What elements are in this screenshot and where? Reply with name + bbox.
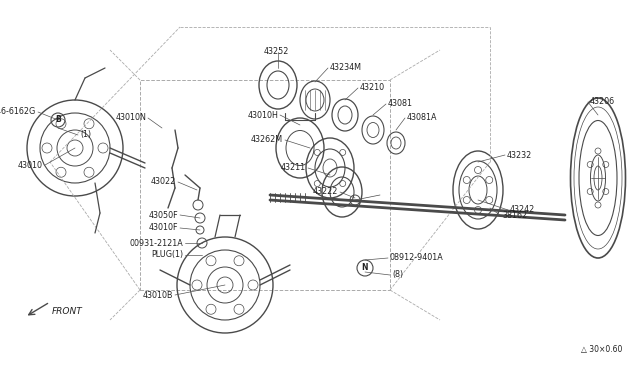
Text: (1): (1) — [80, 131, 91, 140]
Text: FRONT: FRONT — [52, 308, 83, 317]
Text: 43252: 43252 — [263, 48, 289, 57]
Text: B: B — [55, 115, 61, 125]
Text: (8): (8) — [392, 270, 403, 279]
Text: 43242: 43242 — [510, 205, 535, 215]
Text: 43010B: 43010B — [143, 291, 173, 299]
Text: 43081: 43081 — [388, 99, 413, 109]
Text: 43010: 43010 — [18, 160, 43, 170]
Text: 43010F: 43010F — [148, 224, 178, 232]
Text: 43232: 43232 — [507, 151, 532, 160]
Text: 43022: 43022 — [151, 177, 176, 186]
Text: 43234M: 43234M — [330, 64, 362, 73]
Text: 43262M: 43262M — [251, 135, 283, 144]
Text: 43222: 43222 — [312, 187, 338, 196]
Text: 43010H: 43010H — [247, 110, 278, 119]
Text: △ 30×0.60: △ 30×0.60 — [580, 345, 622, 354]
Text: 43081A: 43081A — [407, 113, 438, 122]
Text: 43206: 43206 — [590, 97, 615, 106]
Text: 43010N: 43010N — [115, 113, 146, 122]
Bar — [140, 80, 390, 290]
Text: 08146-6162G: 08146-6162G — [0, 108, 36, 116]
Text: 00931-2121A: 00931-2121A — [129, 238, 183, 247]
Text: N: N — [362, 263, 368, 273]
Text: 43210: 43210 — [360, 83, 385, 93]
Text: PLUG(1): PLUG(1) — [151, 250, 183, 260]
Text: 08912-9401A: 08912-9401A — [390, 253, 444, 263]
Text: 43211: 43211 — [281, 164, 306, 173]
Text: 38162: 38162 — [502, 211, 527, 219]
Text: 43050F: 43050F — [148, 211, 178, 219]
